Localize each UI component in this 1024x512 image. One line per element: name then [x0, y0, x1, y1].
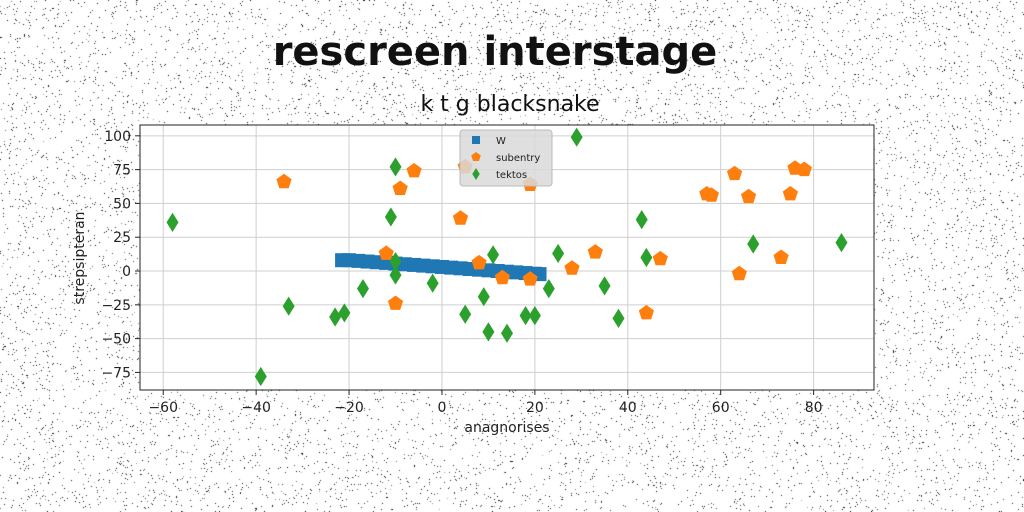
data-point: [635, 210, 648, 230]
data-point: [773, 249, 789, 264]
data-point: [276, 173, 292, 189]
data-point: [598, 276, 611, 296]
data-point: [835, 233, 848, 253]
data-point: [747, 234, 760, 254]
data-point: [703, 187, 719, 202]
y-tick-label: −25: [101, 298, 131, 314]
data-point: [782, 186, 798, 201]
y-tick-label: 75: [113, 163, 131, 179]
data-point: [426, 273, 439, 293]
data-point: [727, 165, 743, 181]
series-W: [335, 253, 547, 282]
data-point: [552, 243, 565, 264]
x-tick-label: −20: [334, 400, 364, 416]
x-tick-label: 60: [712, 400, 730, 416]
y-tick-label: −50: [101, 332, 131, 348]
x-tick-label: 0: [438, 400, 447, 416]
x-tick-label: −40: [241, 400, 271, 416]
data-point: [494, 269, 510, 285]
y-tick-label: 0: [122, 264, 131, 280]
data-point: [522, 271, 538, 286]
x-axis-label: anagnorises: [464, 420, 549, 436]
data-point: [356, 278, 369, 299]
data-point: [254, 366, 267, 387]
data-point: [482, 322, 495, 342]
y-tick-label: −75: [101, 365, 131, 381]
data-point: [452, 210, 469, 225]
data-point: [638, 304, 654, 320]
data-point: [378, 245, 394, 260]
data-point: [282, 296, 295, 316]
data-point: [472, 136, 480, 144]
data-point: [389, 265, 402, 285]
data-point: [406, 163, 422, 178]
legend-label: tektos: [496, 170, 527, 181]
x-tick-label: 20: [526, 400, 544, 416]
data-point: [564, 260, 580, 275]
data-point: [640, 247, 653, 268]
y-tick-label: 100: [104, 129, 131, 145]
data-point: [338, 303, 351, 323]
data-point: [542, 278, 555, 299]
data-point: [501, 323, 513, 343]
data-point: [459, 304, 472, 324]
data-point: [741, 188, 757, 204]
x-tick-label: 80: [805, 400, 823, 416]
data-point: [570, 127, 583, 147]
data-point: [731, 265, 747, 281]
y-axis-ticks: −75 −50 −25 0 25 50 75 100: [101, 129, 140, 381]
legend-label: W: [496, 136, 506, 147]
data-point: [519, 306, 532, 326]
data-point: [387, 295, 404, 310]
data-point: [487, 245, 500, 265]
data-point: [477, 287, 490, 307]
chart-title: k t g blacksnake: [420, 92, 599, 117]
data-point: [389, 157, 402, 177]
plot-frame: [139, 124, 875, 391]
data-point: [612, 308, 625, 328]
x-axis-ticks: −60 −40 −20 0 20 40 60 80: [148, 390, 823, 416]
data-point: [471, 152, 481, 161]
data-points: [166, 127, 848, 387]
x-tick-label: −60: [148, 400, 178, 416]
x-tick-label: 40: [619, 400, 637, 416]
data-point: [392, 180, 408, 195]
figure-title: rescreen interstage: [273, 29, 718, 75]
legend-box: [459, 129, 553, 187]
data-point: [471, 254, 487, 270]
y-axis-label: strepsipteran: [72, 211, 88, 304]
legend-label: subentry: [496, 153, 540, 164]
data-point: [384, 207, 397, 227]
data-point: [652, 250, 668, 266]
data-point: [587, 244, 603, 259]
y-tick-label: 25: [113, 230, 131, 246]
y-tick-label: 50: [113, 196, 131, 212]
data-point: [166, 212, 179, 232]
data-point: [472, 168, 480, 180]
data-point: [389, 251, 402, 272]
series-tektos: [166, 127, 848, 387]
data-point: [528, 306, 541, 326]
data-point: [329, 307, 342, 327]
data-point: [796, 161, 812, 177]
